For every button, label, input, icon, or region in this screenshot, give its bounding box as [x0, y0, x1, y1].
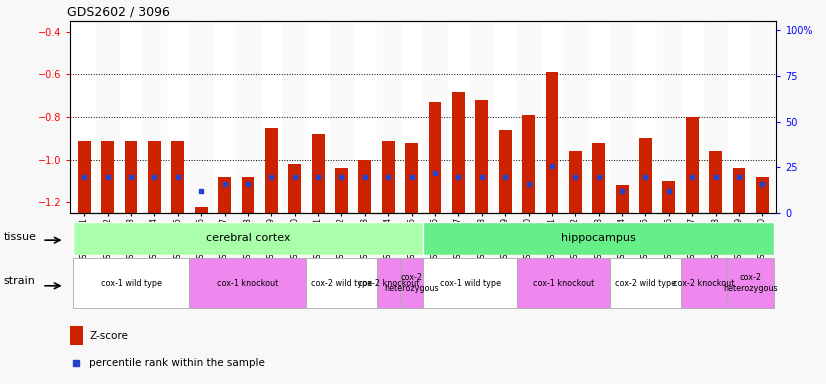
Bar — [704, 21, 728, 213]
Bar — [78, 141, 91, 213]
Bar — [236, 21, 259, 213]
Bar — [563, 21, 587, 213]
Bar — [657, 21, 681, 213]
Bar — [710, 151, 722, 213]
Text: cox-2 knockout: cox-2 knockout — [673, 279, 734, 288]
Bar — [400, 21, 423, 213]
Bar — [241, 177, 254, 213]
Bar — [452, 91, 465, 213]
Text: cox-2 wild type: cox-2 wild type — [615, 279, 676, 288]
Bar — [728, 21, 751, 213]
Bar — [733, 168, 745, 213]
Text: cox-1 wild type: cox-1 wild type — [439, 279, 501, 288]
Bar — [517, 21, 540, 213]
Bar — [686, 117, 699, 213]
Bar — [377, 258, 400, 308]
Bar — [615, 185, 629, 213]
Bar — [639, 139, 652, 213]
Bar — [73, 258, 189, 308]
Bar — [470, 21, 493, 213]
Text: cox-2 knockout: cox-2 knockout — [358, 279, 419, 288]
Text: hippocampus: hippocampus — [562, 233, 636, 243]
Bar — [125, 141, 137, 213]
Bar — [522, 115, 535, 213]
Bar — [306, 21, 330, 213]
Bar — [119, 21, 143, 213]
Bar — [330, 21, 354, 213]
Bar — [306, 258, 377, 308]
Bar — [681, 258, 728, 308]
Bar — [189, 258, 306, 308]
Bar — [406, 143, 418, 213]
Bar — [592, 143, 605, 213]
Bar — [540, 21, 563, 213]
Bar — [517, 258, 610, 308]
Bar — [70, 326, 83, 345]
Bar — [400, 258, 423, 308]
Bar — [587, 21, 610, 213]
Bar — [610, 21, 634, 213]
Bar — [283, 21, 306, 213]
Bar — [96, 21, 119, 213]
Text: strain: strain — [3, 276, 36, 286]
Bar — [195, 207, 207, 213]
Bar — [189, 21, 213, 213]
Bar — [751, 21, 774, 213]
Bar — [423, 258, 517, 308]
Text: Z-score: Z-score — [89, 331, 128, 341]
Bar — [569, 151, 582, 213]
Bar — [288, 164, 301, 213]
Bar — [218, 177, 231, 213]
Bar — [728, 258, 774, 308]
Bar — [171, 141, 184, 213]
Bar — [213, 21, 236, 213]
Bar — [423, 21, 447, 213]
Text: cox-1 wild type: cox-1 wild type — [101, 279, 162, 288]
Bar — [662, 181, 676, 213]
Text: tissue: tissue — [3, 232, 36, 242]
Bar — [429, 102, 441, 213]
Text: cox-2 wild type: cox-2 wild type — [311, 279, 372, 288]
Bar — [681, 21, 704, 213]
Bar — [335, 168, 348, 213]
Bar — [610, 258, 681, 308]
Bar — [259, 21, 283, 213]
Bar — [73, 21, 96, 213]
Text: cox-2
heterozygous: cox-2 heterozygous — [384, 273, 439, 293]
Bar — [354, 21, 377, 213]
Bar — [166, 21, 189, 213]
Text: cerebral cortex: cerebral cortex — [206, 233, 290, 243]
Bar — [377, 21, 400, 213]
Bar — [423, 222, 774, 255]
Bar — [358, 160, 372, 213]
Bar — [102, 141, 114, 213]
Bar — [634, 21, 657, 213]
Bar — [493, 21, 517, 213]
Bar — [311, 134, 325, 213]
Text: cox-2
heterozygous: cox-2 heterozygous — [724, 273, 778, 293]
Bar — [475, 100, 488, 213]
Text: cox-1 knockout: cox-1 knockout — [533, 279, 594, 288]
Bar — [499, 130, 511, 213]
Bar — [148, 141, 161, 213]
Bar — [756, 177, 769, 213]
Bar — [545, 72, 558, 213]
Bar — [265, 128, 278, 213]
Bar — [73, 222, 423, 255]
Bar — [143, 21, 166, 213]
Bar — [447, 21, 470, 213]
Text: percentile rank within the sample: percentile rank within the sample — [89, 358, 265, 368]
Text: GDS2602 / 3096: GDS2602 / 3096 — [67, 5, 169, 18]
Bar — [382, 141, 395, 213]
Text: cox-1 knockout: cox-1 knockout — [217, 279, 278, 288]
